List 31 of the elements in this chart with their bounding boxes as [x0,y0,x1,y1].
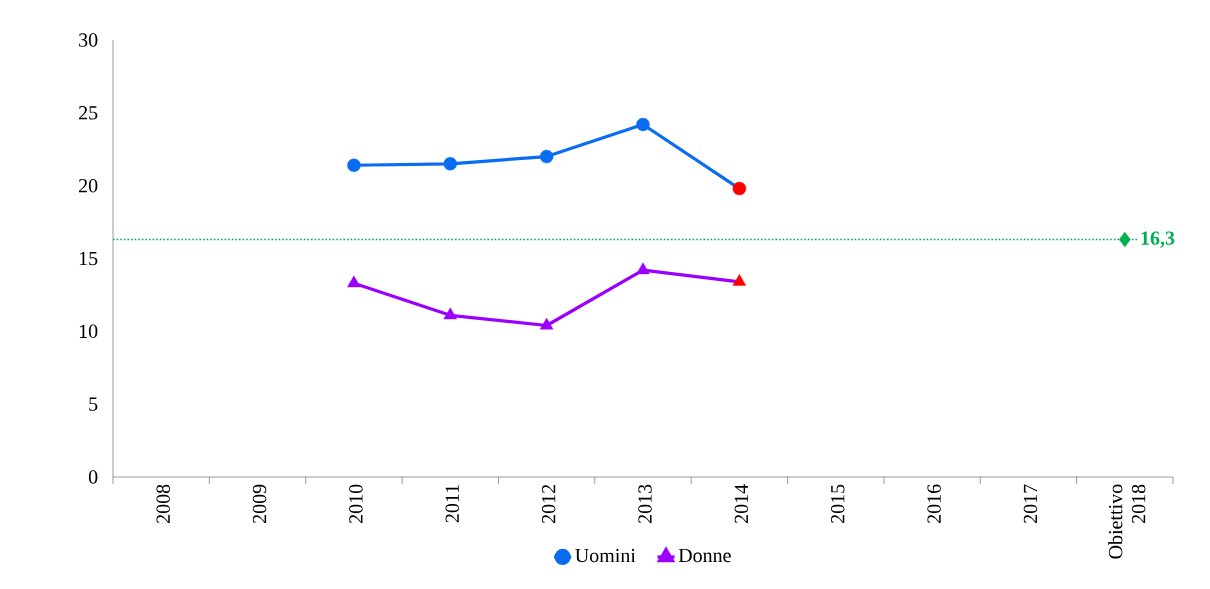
data-label: 16,3 [1141,231,1175,248]
x-tick-label: 2016 [927,484,941,523]
x-tick-label: 2008 [156,484,170,523]
y-tick-label: 20 [79,178,98,193]
y-tick-label: 10 [79,324,98,339]
x-tick-label: 2010 [349,484,363,523]
x-tick-label: 2009 [252,484,267,523]
x-tick-label: 2012 [541,484,556,523]
point [443,307,457,320]
point [636,262,650,275]
point [443,157,457,171]
y-tick-label: 5 [89,397,98,411]
point [636,117,650,132]
legend-label: Uomini [575,548,636,563]
x-tick-label: 2014 [734,484,749,523]
y-tick-label: 25 [79,106,98,120]
point [732,274,747,286]
point [539,317,554,330]
x-tick-label: 2015 [830,484,845,523]
point [347,158,361,172]
x-tick-label: 2011 [445,485,460,523]
x-tick-label: 2017 [1023,484,1038,523]
y-tick-label: 30 [79,33,98,47]
y-tick-label: 0 [88,470,98,484]
legend-label: Donne [678,548,731,563]
point [539,149,554,164]
x-tick-label: 2013 [638,484,652,523]
y-tick-label: 15 [79,251,98,266]
point [347,275,361,288]
point [732,181,747,196]
x-tick-label: Obiettivo 2018 [1108,484,1146,559]
